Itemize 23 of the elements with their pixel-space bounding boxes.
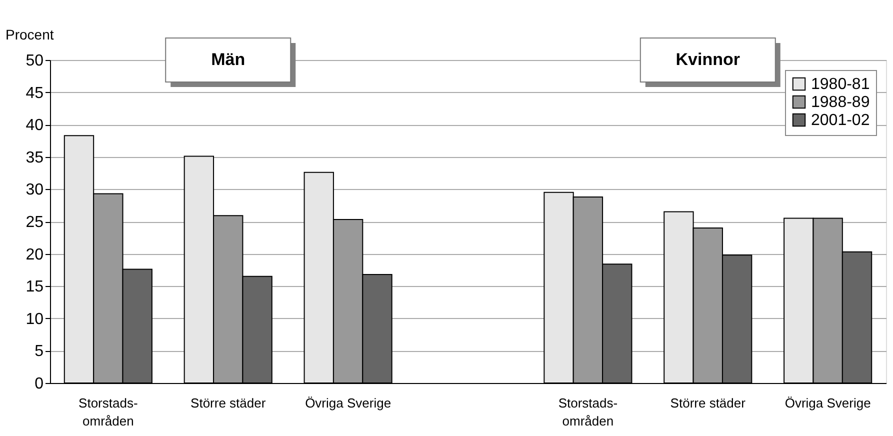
annotation: Kvinnor <box>676 50 740 69</box>
y-tick-label: 20 <box>26 246 44 264</box>
y-tick-label: 45 <box>26 84 44 102</box>
y-tick-label: 30 <box>26 182 44 199</box>
legend-label: 1988-89 <box>811 94 870 111</box>
annotation: Män <box>211 50 246 69</box>
x-tick-label: Större städer <box>670 396 746 410</box>
x-tick-label: Övriga Sverige <box>784 396 871 410</box>
y-tick-label: 10 <box>26 310 44 328</box>
legend-label: 1980-81 <box>811 76 870 93</box>
y-tick-label: 0 <box>34 376 44 392</box>
y-tick-label: 50 <box>26 52 44 70</box>
x-tick-label: Större städer <box>190 396 266 410</box>
y-axis-title: Procent <box>6 26 54 42</box>
x-tick-label: Övriga Sverige <box>305 396 392 410</box>
y-tick-label: 35 <box>26 149 44 166</box>
y-tick-label: 25 <box>26 214 44 231</box>
y-tick-label: 40 <box>26 117 44 134</box>
x-tick-label: Storstads- områden <box>78 396 138 428</box>
y-tick-label: 5 <box>34 343 44 360</box>
legend-label: 2001-02 <box>811 112 870 129</box>
x-tick-label: Storstads- områden <box>558 396 618 428</box>
y-tick-label: 15 <box>26 278 44 296</box>
